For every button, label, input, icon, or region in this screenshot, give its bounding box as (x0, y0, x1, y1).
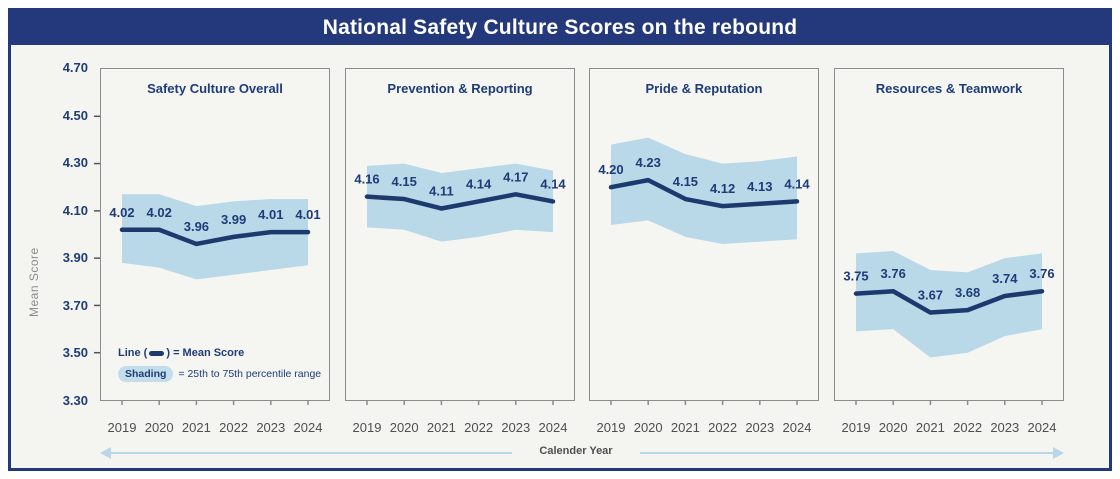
data-label: 4.01 (258, 207, 283, 222)
year-label: 2020 (389, 420, 419, 435)
legend-shading-row: Shading = 25th to 75th percentile range (118, 366, 321, 382)
data-label: 4.16 (354, 172, 379, 187)
percentile-band (122, 194, 308, 280)
chart-banner: National Safety Culture Scores on the re… (11, 11, 1109, 45)
panel-title: Pride & Reputation (645, 81, 763, 96)
data-label: 3.75 (843, 269, 868, 284)
year-label: 2019 (596, 420, 626, 435)
legend-line-prefix: Line ( (118, 347, 148, 359)
data-label: 4.01 (295, 207, 320, 222)
panel-resources-teamwork: Resources & Teamwork 3.75 3.76 3.67 3.68 3.7… (834, 68, 1064, 405)
data-label: 4.13 (747, 179, 772, 194)
chart-card: National Safety Culture Scores on the re… (8, 8, 1112, 471)
data-label: 3.67 (918, 288, 943, 303)
year-label: 2023 (990, 420, 1020, 435)
data-label: 3.99 (221, 212, 246, 227)
year-label: 2024 (1027, 420, 1057, 435)
year-label: 2021 (181, 420, 211, 435)
year-label: 2022 (708, 420, 738, 435)
y-tick-label: 4.10 (62, 202, 88, 218)
line-chart: 4.02 4.02 3.96 3.99 4.01 4.01 (94, 115, 321, 405)
legend-line-suffix: ) = Mean Score (166, 347, 245, 359)
data-label: 4.23 (636, 155, 661, 170)
year-label: 2023 (256, 420, 286, 435)
panel-title: Prevention & Reporting (387, 81, 533, 96)
year-label: 2019 (352, 420, 382, 435)
data-label: 4.15 (392, 174, 417, 189)
line-chart: 4.16 4.15 4.11 4.14 4.17 4.14 (354, 163, 566, 405)
year-label: 2020 (878, 420, 908, 435)
x-axis-title: Calender Year (539, 445, 613, 457)
mean-line (853, 288, 1045, 315)
percentile-band (611, 137, 797, 244)
year-label: 2024 (782, 420, 812, 435)
mean-line-swatch-icon (149, 350, 165, 356)
data-label: 4.02 (147, 205, 172, 220)
panel-title: Safety Culture Overall (147, 81, 283, 96)
arrow-line-left (110, 452, 512, 454)
year-label: 2020 (633, 420, 663, 435)
year-label: 2023 (745, 420, 775, 435)
panel-title: Resources & Teamwork (875, 81, 1023, 96)
panel-prevention-reporting: Prevention & Reporting 4.16 4.15 4.11 4.14 4… (345, 68, 575, 405)
data-label: 4.14 (540, 176, 566, 191)
data-label: 4.12 (710, 181, 735, 196)
legend-line-row: Line ( ) = Mean Score (118, 347, 321, 359)
mean-line (608, 177, 800, 209)
panel-safety-culture-overall: Safety Culture Overall 4.02 4.02 3.96 3.99 4… (94, 68, 330, 405)
y-tick-label: 4.50 (62, 107, 88, 123)
arrow-right-icon (1053, 447, 1064, 459)
shading-swatch-pill: Shading (118, 366, 174, 382)
y-tick-label: 4.30 (62, 155, 88, 171)
chart-title: National Safety Culture Scores on the re… (322, 16, 798, 39)
year-label: 2021 (915, 420, 945, 435)
panel-pride-reputation: Pride & Reputation 4.20 4.23 4.15 4.12 4.13 4… (589, 68, 819, 405)
year-label: 2021 (670, 420, 700, 435)
year-label: 2022 (219, 420, 249, 435)
data-label: 3.76 (1029, 266, 1054, 281)
year-label: 2019 (107, 420, 137, 435)
y-tick-label: 3.90 (62, 250, 88, 266)
year-label: 2022 (464, 420, 494, 435)
y-tick-label: 3.30 (62, 393, 88, 408)
data-label: 3.76 (881, 266, 906, 281)
data-label: 3.74 (992, 271, 1018, 286)
year-label: 2020 (144, 420, 174, 435)
x-axis-arrow-row: Calender Year (11, 444, 1109, 464)
y-tick-label: 3.70 (62, 297, 88, 313)
legend-shading-text: = 25th to 75th percentile range (178, 368, 322, 380)
data-label: 4.17 (503, 169, 528, 184)
line-chart: 3.75 3.76 3.67 3.68 3.74 3.76 (843, 251, 1055, 405)
y-axis-title: Mean Score (27, 247, 41, 317)
year-label: 2019 (841, 420, 871, 435)
year-label: 2022 (953, 420, 983, 435)
y-tick-label: 3.50 (62, 345, 88, 361)
data-label: 4.02 (109, 205, 134, 220)
y-tick-label: 4.70 (62, 60, 88, 75)
year-label: 2021 (426, 420, 456, 435)
data-label: 4.14 (466, 176, 492, 191)
data-label: 4.20 (598, 162, 623, 177)
chart-legend: Line ( ) = Mean Score Shading = 25th to … (118, 347, 321, 382)
year-label: 2023 (501, 420, 531, 435)
data-label: 4.15 (673, 174, 698, 189)
arrow-line-right (640, 452, 1053, 454)
data-label: 3.68 (955, 285, 980, 300)
arrow-left-icon (100, 447, 111, 459)
chart-content: 4.70 4.50 4.30 4.10 3.90 3.70 3.50 3.30 Mean Sc… (11, 45, 1109, 468)
percentile-band (856, 251, 1042, 358)
data-label: 4.11 (429, 183, 454, 198)
data-label: 4.14 (784, 176, 810, 191)
data-label: 3.96 (184, 219, 209, 234)
mean-line (364, 192, 556, 211)
mean-line (119, 227, 311, 247)
percentile-band (367, 163, 553, 242)
year-label: 2024 (538, 420, 568, 435)
line-chart: 4.20 4.23 4.15 4.12 4.13 4.14 (598, 137, 810, 405)
year-label: 2024 (293, 420, 323, 435)
